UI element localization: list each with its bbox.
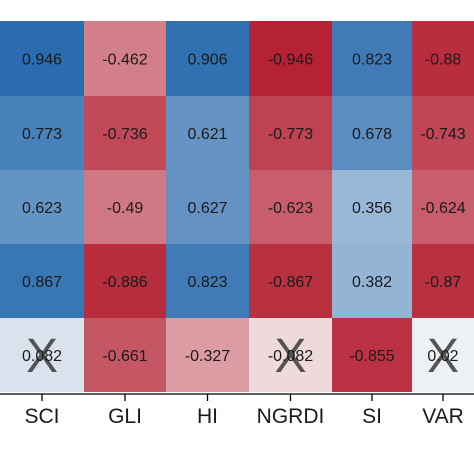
cell-label-r1-gli: -0.462 xyxy=(102,52,147,69)
x-tick-label-ngrdi: NGRDI xyxy=(257,405,325,428)
heatmap-cell-r4-si xyxy=(332,244,412,318)
cell-label-r4-sci: 0.867 xyxy=(22,274,62,291)
heatmap-cell-r4-ngrdi xyxy=(249,244,332,318)
cell-label-r5-hi: -0.327 xyxy=(185,348,230,365)
heatmap-cell-r5-sci xyxy=(0,318,84,392)
heatmap-cell-r5-gli xyxy=(84,318,166,392)
heatmap-cell-r1-si xyxy=(332,21,412,96)
x-tick-label-hi: HI xyxy=(197,405,218,428)
heatmap-cell-r5-hi xyxy=(166,318,249,392)
cell-label-r4-si: 0.382 xyxy=(352,274,392,291)
cross-mark-r5-var: X xyxy=(427,330,459,383)
cell-label-r2-var: -0.743 xyxy=(420,126,465,143)
cell-label-r2-gli: -0.736 xyxy=(102,126,147,143)
cell-label-r4-hi: 0.823 xyxy=(187,274,227,291)
cell-label-r1-var: -0.88 xyxy=(425,52,462,69)
heatmap-cell-r1-gli xyxy=(84,21,166,96)
heatmap-cell-r1-var xyxy=(412,21,474,96)
heatmap-cell-r4-sci xyxy=(0,244,84,318)
heatmap-cell-r5-ngrdi xyxy=(249,318,332,392)
x-tick-label-gli: GLI xyxy=(108,405,142,428)
cell-label-r5-gli: -0.661 xyxy=(102,348,147,365)
x-tick-label-var: VAR xyxy=(422,405,464,428)
heatmap-cell-r2-sci xyxy=(0,96,84,170)
cell-label-r5-var: 0.02 xyxy=(427,348,458,365)
cell-label-r4-var: -0.87 xyxy=(425,274,462,291)
heatmap-cell-r5-var xyxy=(412,318,474,392)
heatmap-cell-r3-gli xyxy=(84,170,166,244)
cell-label-r3-var: -0.624 xyxy=(420,200,465,217)
heatmap-cell-r2-var xyxy=(412,96,474,170)
x-tick-label-si: SI xyxy=(362,405,382,428)
heatmap-cell-r3-var xyxy=(412,170,474,244)
heatmap-cell-r3-ngrdi xyxy=(249,170,332,244)
cell-label-r5-sci: 0.082 xyxy=(22,348,62,365)
heatmap-cell-r2-hi xyxy=(166,96,249,170)
heatmap-cell-r4-hi xyxy=(166,244,249,318)
cross-mark-r5-sci: X xyxy=(26,330,58,383)
heatmap-cell-r3-hi xyxy=(166,170,249,244)
cell-label-r1-hi: 0.906 xyxy=(187,52,227,69)
cell-label-r3-si: 0.356 xyxy=(352,200,392,217)
heatmap-cell-r5-si xyxy=(332,318,412,392)
heatmap-cell-r4-var xyxy=(412,244,474,318)
cell-label-r1-sci: 0.946 xyxy=(22,52,62,69)
x-tick-label-sci: SCI xyxy=(24,405,59,428)
cross-mark-r5-ngrdi: X xyxy=(274,330,306,383)
cell-label-r5-si: -0.855 xyxy=(349,348,394,365)
cell-label-r2-sci: 0.773 xyxy=(22,126,62,143)
cell-label-r4-ngrdi: -0.867 xyxy=(268,274,313,291)
cell-label-r2-ngrdi: -0.773 xyxy=(268,126,313,143)
heatmap-cell-r1-sci xyxy=(0,21,84,96)
cell-label-r5-ngrdi: -0.082 xyxy=(268,348,313,365)
heatmap-cell-r2-gli xyxy=(84,96,166,170)
cell-label-r1-ngrdi: -0.946 xyxy=(268,52,313,69)
cell-label-r2-si: 0.678 xyxy=(352,126,392,143)
cell-label-r2-hi: 0.621 xyxy=(187,126,227,143)
heatmap-cell-r3-sci xyxy=(0,170,84,244)
cell-label-r4-gli: -0.886 xyxy=(102,274,147,291)
cell-label-r3-hi: 0.627 xyxy=(187,200,227,217)
heatmap-cell-r2-ngrdi xyxy=(249,96,332,170)
cell-label-r3-gli: -0.49 xyxy=(107,200,144,217)
cell-label-r3-ngrdi: -0.623 xyxy=(268,200,313,217)
heatmap-cell-r3-si xyxy=(332,170,412,244)
heatmap-cell-r1-ngrdi xyxy=(249,21,332,96)
heatmap-cell-r1-hi xyxy=(166,21,249,96)
cell-label-r3-sci: 0.623 xyxy=(22,200,62,217)
cell-label-r1-si: 0.823 xyxy=(352,52,392,69)
heatmap-cell-r2-si xyxy=(332,96,412,170)
heatmap-cell-r4-gli xyxy=(84,244,166,318)
